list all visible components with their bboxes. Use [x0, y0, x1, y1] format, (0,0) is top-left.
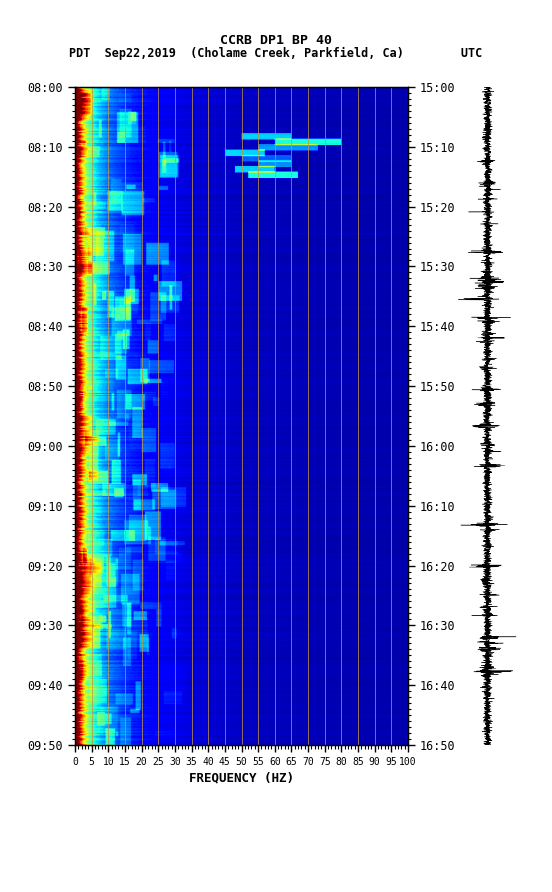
- Text: ◀: ◀: [6, 17, 13, 28]
- Text: PDT  Sep22,2019  (Cholame Creek, Parkfield, Ca)        UTC: PDT Sep22,2019 (Cholame Creek, Parkfield…: [70, 47, 482, 60]
- Text: CCRB DP1 BP 40: CCRB DP1 BP 40: [220, 34, 332, 46]
- Text: USGS: USGS: [14, 15, 57, 29]
- X-axis label: FREQUENCY (HZ): FREQUENCY (HZ): [189, 771, 294, 784]
